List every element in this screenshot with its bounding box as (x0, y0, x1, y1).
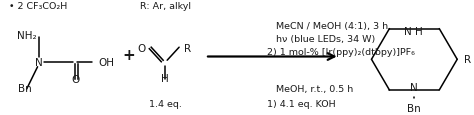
Text: O: O (137, 43, 145, 53)
Text: • 2 CF₃CO₂H: • 2 CF₃CO₂H (9, 2, 67, 11)
Text: 2) 1 mol-% [Ir(ppy)₂(dtbpy)]PF₆: 2) 1 mol-% [Ir(ppy)₂(dtbpy)]PF₆ (267, 48, 415, 57)
Text: N: N (35, 58, 43, 68)
Text: 1.4 eq.: 1.4 eq. (149, 99, 182, 108)
Text: +: + (122, 48, 135, 63)
Text: MeOH, r.t., 0.5 h: MeOH, r.t., 0.5 h (267, 85, 354, 94)
Text: NH₂: NH₂ (17, 30, 36, 40)
Text: 1) 4.1 eq. KOH: 1) 4.1 eq. KOH (267, 99, 336, 108)
Text: R: Ar, alkyl: R: Ar, alkyl (140, 2, 191, 11)
Text: O: O (71, 75, 80, 85)
Text: H: H (161, 74, 169, 84)
Text: Bn: Bn (18, 83, 31, 93)
Text: H: H (415, 27, 423, 36)
Text: hν (blue LEDs, 34 W): hν (blue LEDs, 34 W) (267, 35, 375, 44)
Text: Bn: Bn (408, 103, 421, 113)
Text: N: N (410, 82, 418, 92)
Text: R: R (184, 44, 191, 54)
Text: MeCN / MeOH (4:1), 3 h: MeCN / MeOH (4:1), 3 h (267, 22, 389, 31)
Text: R: R (464, 55, 471, 65)
Text: OH: OH (99, 58, 114, 68)
Text: N: N (403, 27, 411, 36)
